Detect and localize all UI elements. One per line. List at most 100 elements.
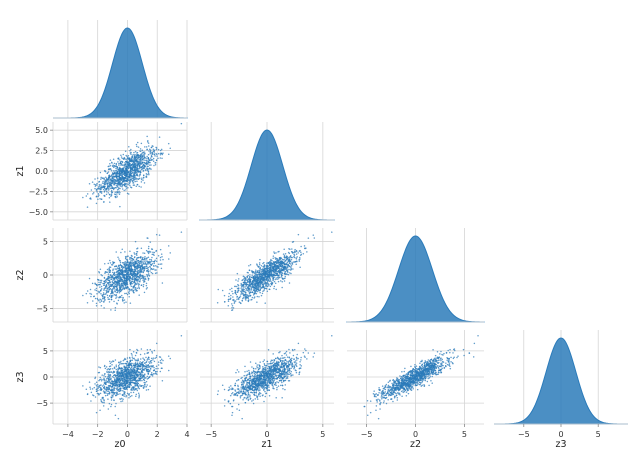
scatter-point <box>284 272 286 274</box>
scatter-point <box>111 376 114 378</box>
scatter-point <box>119 363 121 366</box>
scatter-point <box>162 152 164 154</box>
scatter-point <box>238 296 241 299</box>
scatter-point <box>124 370 126 373</box>
scatter-point <box>242 297 244 300</box>
scatter-point <box>101 177 103 179</box>
scatter-point <box>121 271 124 274</box>
scatter-point <box>138 264 141 267</box>
scatter-point <box>295 249 298 252</box>
scatter-point <box>127 291 130 294</box>
scatter-point <box>110 194 113 197</box>
scatter-point <box>286 255 288 258</box>
scatter-point <box>150 372 153 374</box>
scatter-point <box>259 288 261 290</box>
scatter-point <box>141 274 143 277</box>
scatter-point <box>123 263 125 266</box>
scatter-point <box>95 411 98 414</box>
scatter-point <box>157 263 160 266</box>
scatter-point <box>124 367 126 370</box>
scatter-point <box>127 272 129 275</box>
scatter-point <box>267 278 270 280</box>
scatter-point <box>232 292 234 295</box>
scatter-point <box>148 366 151 368</box>
scatter-point <box>107 181 110 183</box>
scatter-point <box>279 269 281 271</box>
scatter-point <box>299 254 302 257</box>
scatter-point <box>118 280 121 282</box>
scatter-point <box>248 295 250 297</box>
scatter-point <box>153 262 156 265</box>
scatter-point <box>284 277 286 279</box>
scatter-point <box>278 273 281 275</box>
y-tick-label-z2-0: −5 <box>36 305 48 314</box>
scatter-point <box>292 268 294 270</box>
scatter-point <box>157 157 159 159</box>
scatter-point <box>102 293 105 296</box>
scatter-point <box>274 257 276 259</box>
scatter-point <box>122 173 124 175</box>
scatter-point <box>107 262 109 265</box>
scatter-point <box>277 280 280 283</box>
scatter-point <box>313 237 316 239</box>
scatter-point <box>109 165 112 167</box>
scatter-point <box>265 282 267 284</box>
scatter-point <box>273 263 275 266</box>
scatter-point <box>137 156 140 159</box>
scatter-point <box>116 296 118 298</box>
scatter-point <box>290 263 292 265</box>
scatter-point <box>154 269 156 271</box>
scatter-point <box>112 279 114 282</box>
scatter-point <box>113 393 115 395</box>
scatter-point <box>134 175 136 177</box>
scatter-point <box>112 269 114 272</box>
scatter-point <box>133 261 135 264</box>
scatter-point <box>106 390 108 393</box>
scatter-point <box>273 251 275 253</box>
scatter-point <box>137 385 140 388</box>
scatter-point <box>136 287 139 290</box>
scatter-point <box>111 364 113 366</box>
scatter-point <box>128 183 131 185</box>
scatter-point <box>147 279 150 281</box>
scatter-point <box>113 162 116 165</box>
scatter-point <box>149 241 152 243</box>
scatter-point <box>114 268 116 270</box>
scatter-point <box>127 375 129 378</box>
scatter-point <box>118 164 120 166</box>
scatter-point <box>131 277 134 279</box>
scatter-point <box>120 367 123 369</box>
scatter-point <box>146 237 148 239</box>
scatter-point <box>259 270 261 272</box>
scatter-point <box>134 369 136 372</box>
scatter-point <box>133 280 136 282</box>
scatter-point <box>281 277 284 280</box>
scatter-point <box>169 252 171 254</box>
scatter-point <box>115 402 117 405</box>
scatter-point <box>157 367 159 370</box>
scatter-point <box>155 159 158 162</box>
scatter-point <box>103 400 105 402</box>
scatter-point <box>112 182 114 185</box>
scatter-point <box>148 150 150 152</box>
scatter-point <box>104 364 106 367</box>
scatter-point <box>113 272 116 274</box>
scatter-point <box>296 260 298 263</box>
scatter-point <box>286 265 289 268</box>
scatter-point <box>97 290 99 293</box>
panel-z1-z1 <box>199 122 335 221</box>
scatter-point <box>251 274 253 276</box>
scatter-point <box>261 273 264 275</box>
scatter-point <box>129 164 131 167</box>
scatter-point <box>139 150 142 152</box>
scatter-point <box>156 370 158 373</box>
scatter-point <box>141 277 143 280</box>
scatter-point <box>142 364 145 367</box>
scatter-point <box>113 376 115 379</box>
scatter-point <box>274 261 276 264</box>
scatter-point <box>109 365 112 367</box>
scatter-point <box>115 283 118 285</box>
scatter-point <box>124 177 126 179</box>
scatter-point <box>277 267 280 270</box>
